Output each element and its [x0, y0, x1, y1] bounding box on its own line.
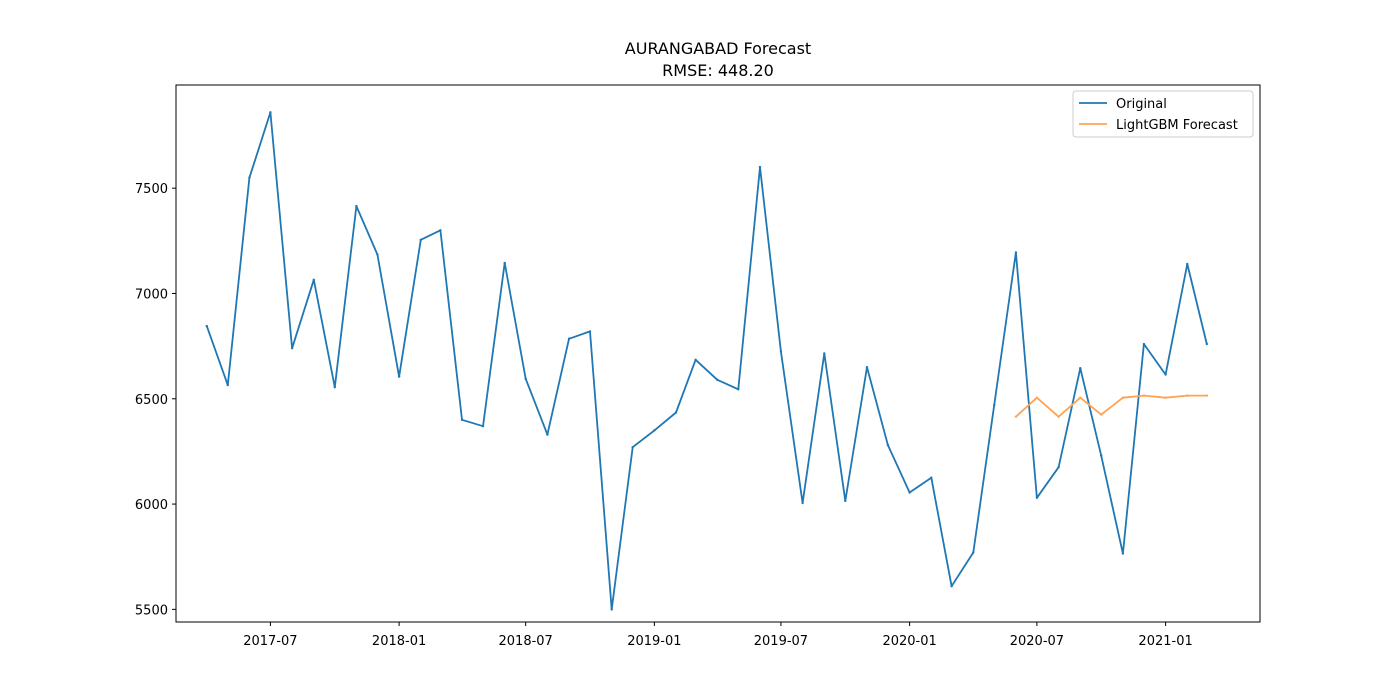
data-point: [481, 424, 485, 428]
data-point: [1014, 251, 1018, 254]
data-point: [1142, 394, 1146, 397]
data-point: [865, 365, 869, 369]
y-tick-label: 6000: [135, 498, 168, 513]
data-point: [674, 411, 678, 414]
y-tick-label: 5500: [135, 603, 168, 618]
x-tick-label: 2018-07: [499, 634, 553, 649]
data-point: [1121, 396, 1125, 399]
x-tick-label: 2020-07: [1010, 634, 1064, 649]
x-tick-label: 2019-01: [627, 634, 681, 649]
legend-label: Original: [1116, 97, 1167, 112]
series-line: [205, 111, 1208, 611]
y-tick-label: 7000: [135, 287, 168, 302]
data-point: [1186, 394, 1189, 397]
data-point: [930, 476, 933, 479]
data-point: [1079, 367, 1082, 370]
data-point: [972, 551, 975, 554]
data-point: [1035, 496, 1039, 499]
data-point: [567, 337, 571, 340]
y-tick-label: 6500: [135, 393, 168, 408]
data-point: [1079, 396, 1082, 399]
data-point: [716, 378, 719, 382]
data-point: [631, 446, 634, 449]
data-point: [610, 608, 613, 611]
data-point: [779, 350, 783, 353]
data-point: [588, 330, 592, 333]
data-point: [333, 385, 336, 389]
data-point: [758, 165, 762, 169]
data-point: [1164, 396, 1167, 399]
y-tick-label: 7500: [135, 182, 168, 197]
data-point: [226, 383, 229, 387]
data-point: [1057, 415, 1060, 418]
data-point: [1057, 466, 1060, 469]
data-point: [1121, 552, 1125, 555]
data-point: [653, 429, 656, 432]
data-point: [1205, 394, 1209, 397]
data-point: [419, 238, 422, 241]
x-tick-label: 2021-01: [1138, 634, 1192, 649]
data-point: [524, 377, 527, 380]
plot-frame: [175, 84, 1261, 623]
data-point: [1014, 415, 1018, 418]
data-point: [801, 501, 804, 505]
data-point: [1164, 373, 1167, 376]
legend-box: [1072, 90, 1254, 138]
data-point: [503, 261, 506, 265]
data-point: [908, 491, 911, 494]
data-point: [694, 358, 697, 362]
series-lightgbm-forecast: [1014, 394, 1209, 418]
data-point: [248, 176, 251, 179]
data-point: [546, 433, 549, 436]
data-point: [290, 347, 294, 350]
data-point: [1100, 413, 1103, 416]
series-layer: [205, 111, 1209, 611]
data-point: [1205, 342, 1209, 346]
data-point: [1035, 396, 1039, 399]
legend: Original LightGBM Forecast: [1072, 90, 1254, 138]
data-point: [397, 375, 401, 378]
chart-subtitle: RMSE: 448.20: [662, 61, 774, 80]
data-point: [737, 388, 740, 391]
axes: 2017-07 2018-01 2018-07 2019-01 2019-07 2020-…: [135, 84, 1261, 649]
data-point: [269, 111, 272, 114]
data-point: [993, 403, 996, 407]
chart-title: AURANGABAD Forecast: [625, 39, 811, 58]
data-point: [844, 499, 847, 503]
legend-label: LightGBM Forecast: [1116, 118, 1238, 133]
data-point: [1186, 262, 1189, 266]
data-point: [312, 278, 315, 281]
data-point: [439, 229, 442, 232]
x-tick-label: 2019-07: [754, 634, 808, 649]
data-point: [886, 443, 890, 447]
data-point: [205, 324, 208, 328]
x-tick-label: 2017-07: [243, 634, 297, 649]
data-point: [376, 253, 379, 256]
series-original: [205, 111, 1209, 611]
x-tick-label: 2020-01: [882, 634, 936, 649]
x-tick-label: 2018-01: [372, 634, 426, 649]
series-line: [1015, 394, 1207, 418]
data-point: [950, 585, 953, 588]
data-point: [823, 352, 826, 355]
data-point: [1100, 454, 1103, 457]
data-point: [1142, 342, 1146, 346]
data-point: [460, 418, 464, 422]
data-point: [355, 204, 358, 208]
